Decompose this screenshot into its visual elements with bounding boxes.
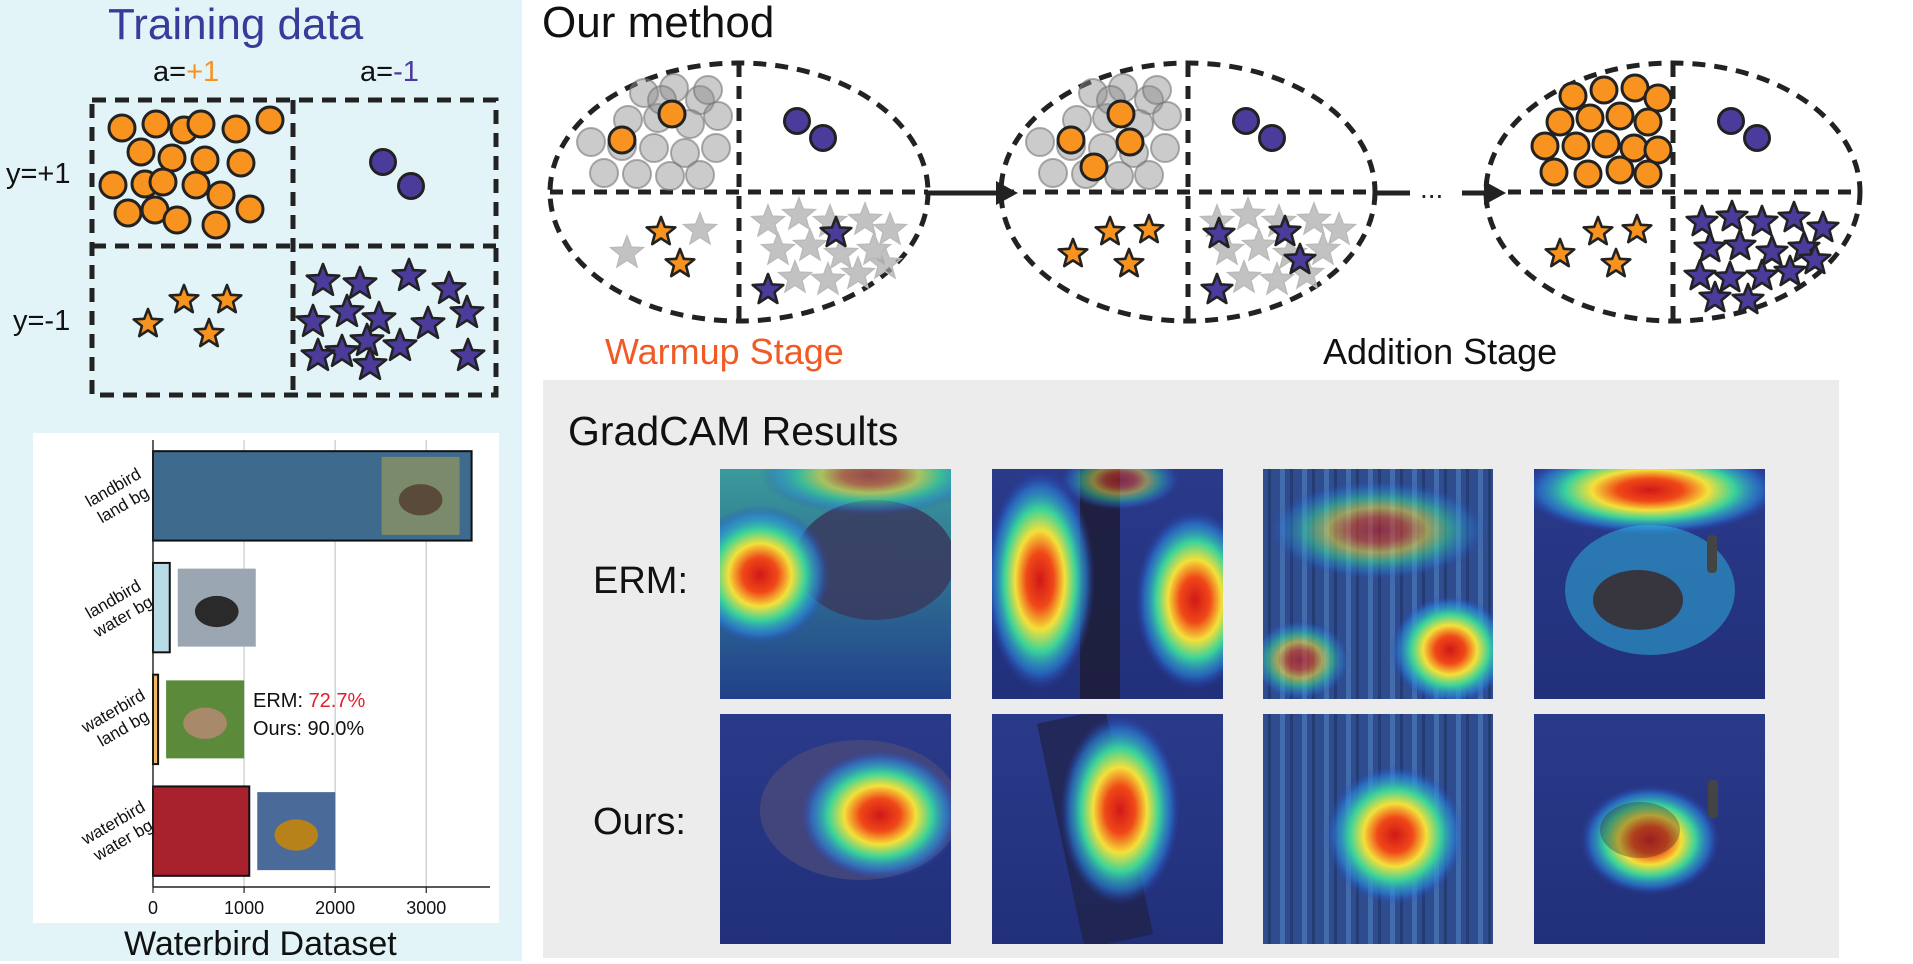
chart-bar-thumbnail: [166, 680, 245, 759]
gradcam-row-ours-label: Ours:: [593, 801, 686, 843]
chart-annotation-ours: Ours: 90.0%: [253, 718, 365, 740]
gradcam-ours-image-2: [992, 714, 1223, 944]
chart-axes: [152, 440, 490, 888]
gradcam-row-erm-label: ERM:: [593, 560, 688, 602]
gradcam-erm-image-3: [1263, 469, 1493, 699]
chart-xtick-label: 0: [148, 898, 158, 918]
chart-annotation-erm-value: 72.7%: [308, 690, 366, 712]
chart-xtick-label: 3000: [406, 898, 446, 918]
gradcam-title: GradCAM Results: [568, 408, 899, 454]
warmup-stage-label: Warmup Stage: [605, 331, 844, 372]
gradcam-ours-image-1: [720, 714, 951, 944]
gradcam-erm-image-2: [992, 469, 1223, 699]
training-data-title: Training data: [108, 0, 364, 49]
method-title: Our method: [542, 0, 775, 47]
chart-bar-thumbnail: [381, 456, 460, 535]
method-ellipse-addition-final: [1483, 60, 1863, 324]
gradcam-erm-image-1: [720, 469, 951, 699]
col-label-a-pos-prefix: a=: [153, 56, 187, 88]
chart-thumbnails: [166, 456, 460, 871]
col-label-a-neg-value: -1: [393, 56, 419, 88]
row-label-y-neg: y=-1: [13, 305, 71, 337]
addition-stage-label: Addition Stage: [1323, 331, 1558, 372]
row-label-y-pos: y=+1: [6, 158, 71, 190]
chart-ticks: 0 1000 2000 3000: [148, 887, 446, 918]
gradcam-ours-image-4: [1534, 714, 1765, 944]
chart-bar-thumbnail: [177, 568, 256, 647]
method-diagram: ...: [547, 60, 1863, 324]
col-label-a-neg-prefix: a=: [360, 56, 394, 88]
col-label-a-neg: a=-1: [360, 56, 419, 89]
arrow-ellipsis: ...: [1420, 173, 1443, 204]
gradcam-erm-image-4: [1534, 469, 1765, 699]
col-label-a-pos-value: +1: [186, 56, 220, 88]
col-label-a-pos: a=+1: [153, 56, 219, 89]
chart-xtick-label: 1000: [224, 898, 264, 918]
training-grid-diagram: [89, 97, 499, 398]
training-grid-frame: [89, 97, 499, 398]
chart-annotation-erm: ERM: 72.7%: [253, 690, 365, 713]
waterbird-bar-chart: 0 1000 2000 3000 landbirdland bglandbirdwat…: [77, 440, 490, 918]
chart-xtick-label: 2000: [315, 898, 355, 918]
chart-annotation-erm-label: ERM:: [253, 690, 309, 712]
chart-bar-thumbnail: [257, 792, 336, 871]
gradcam-ours-image-3: [1263, 714, 1493, 944]
chart-title: Waterbird Dataset: [124, 925, 397, 963]
